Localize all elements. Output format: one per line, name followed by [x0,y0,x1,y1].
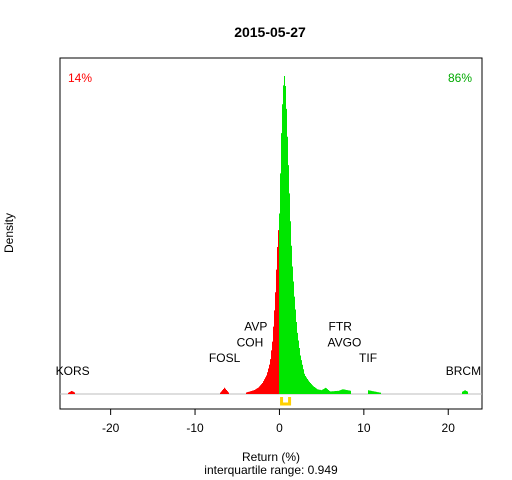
outlier-labels: KORS FOSL COH AVP FTR AVGO TIF BRCM [56,319,481,378]
y-axis-label: Density [2,213,16,253]
outlier-label-brcm: BRCM [446,364,481,378]
x-axis: -20 -10 0 10 20 [102,409,455,435]
x-tick-label: -20 [102,421,120,435]
outlier-label-tif: TIF [359,351,377,365]
outlier-label-fosl: FOSL [209,351,241,365]
iqr-bracket [280,397,292,406]
outlier-label-avgo: AVGO [328,335,362,349]
density-bars [68,76,468,394]
x-tick-label: 0 [276,421,283,435]
percent-negative-label: 14% [68,71,92,85]
outlier-label-avp: AVP [244,319,267,333]
chart-title: 2015-05-27 [234,24,306,40]
outlier-label-ftr: FTR [329,319,353,333]
outlier-label-kors: KORS [56,364,90,378]
plot-frame [59,57,483,410]
x-tick-label: 10 [357,421,371,435]
outlier-label-coh: COH [237,335,264,349]
x-tick-label: 20 [442,421,456,435]
iqr-marker [280,397,292,406]
x-tick-label: -10 [186,421,204,435]
percent-positive-label: 86% [448,71,472,85]
iqr-caption: interquartile range: 0.949 [204,463,338,477]
x-axis-label: Return (%) [242,450,300,464]
